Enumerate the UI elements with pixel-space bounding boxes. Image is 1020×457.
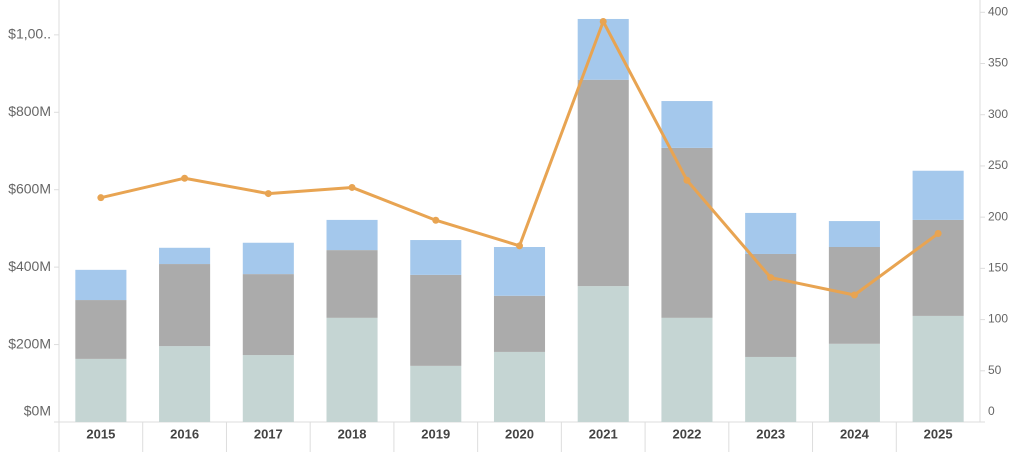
y2-tick-label: 50 — [988, 363, 1002, 377]
y-tick-label: $0M — [24, 403, 51, 419]
y-tick-label: $1,00.. — [8, 26, 51, 42]
bar-segment — [493, 247, 546, 296]
x-tick-label: 2020 — [505, 426, 534, 441]
y2-tick-label: 100 — [988, 312, 1008, 326]
y-tick-label: $200M — [8, 335, 51, 351]
x-tick-label: 2022 — [672, 426, 701, 441]
bar-segment — [410, 274, 462, 366]
line-point — [516, 242, 523, 250]
bar-segment — [745, 253, 797, 357]
bar-segment — [828, 343, 880, 422]
bar-segment — [493, 295, 546, 352]
bar-segment — [912, 315, 964, 422]
line-point — [850, 291, 858, 299]
bar-segment — [577, 79, 629, 287]
x-tick-label: 2017 — [254, 426, 283, 441]
y2-tick-label: 0 — [988, 404, 995, 418]
bar-segment — [159, 346, 211, 422]
x-tick-label: 2019 — [421, 426, 450, 441]
y-tick-label: $800M — [8, 103, 51, 119]
x-tick-label: 2021 — [589, 426, 618, 441]
line-point — [432, 216, 440, 224]
bar-segment — [410, 240, 462, 275]
line-point — [264, 190, 272, 198]
y2-tick-label: 300 — [988, 107, 1008, 121]
bar-segment — [493, 351, 546, 422]
y2-tick-label: 400 — [988, 4, 1008, 18]
bar-segment — [242, 274, 294, 356]
bar-segment — [159, 264, 211, 347]
bar-segment — [661, 317, 713, 422]
line-point — [767, 274, 775, 282]
bar-segment — [410, 365, 462, 422]
line-point — [599, 18, 607, 26]
bar-segment — [745, 356, 797, 422]
y2-tick-label: 250 — [988, 158, 1008, 172]
line-point — [181, 174, 189, 182]
bar-segment — [242, 242, 294, 275]
bar-segment — [577, 286, 629, 422]
y-tick-label: $400M — [8, 258, 51, 274]
y2-tick-label: 150 — [988, 261, 1008, 275]
bar-segment — [75, 358, 127, 422]
bar-segment — [661, 147, 713, 318]
bar-segment — [326, 219, 378, 251]
bar-segment — [159, 247, 211, 265]
x-tick-label: 2015 — [86, 426, 115, 441]
y-tick-label: $600M — [8, 180, 51, 196]
bar-segment — [75, 269, 127, 301]
bar-segment — [745, 212, 797, 254]
bar-segment — [242, 355, 294, 422]
line-point — [97, 194, 105, 202]
bar-segment — [912, 170, 964, 220]
x-tick-label: 2016 — [170, 426, 199, 441]
bar-segment — [828, 221, 880, 248]
y2-tick-label: 200 — [988, 209, 1008, 223]
bar-segment — [326, 250, 378, 318]
y2-tick-label: 350 — [988, 56, 1008, 70]
line-point — [934, 230, 942, 238]
x-tick-label: 2018 — [338, 426, 367, 441]
line-point — [683, 176, 691, 184]
x-tick-label: 2024 — [840, 426, 870, 441]
x-tick-label: 2025 — [924, 426, 953, 441]
x-tick-label: 2023 — [756, 426, 785, 441]
bar-segment — [661, 101, 713, 148]
bar-segment — [75, 300, 127, 359]
line-point — [348, 183, 356, 191]
bar-segment — [326, 317, 378, 422]
